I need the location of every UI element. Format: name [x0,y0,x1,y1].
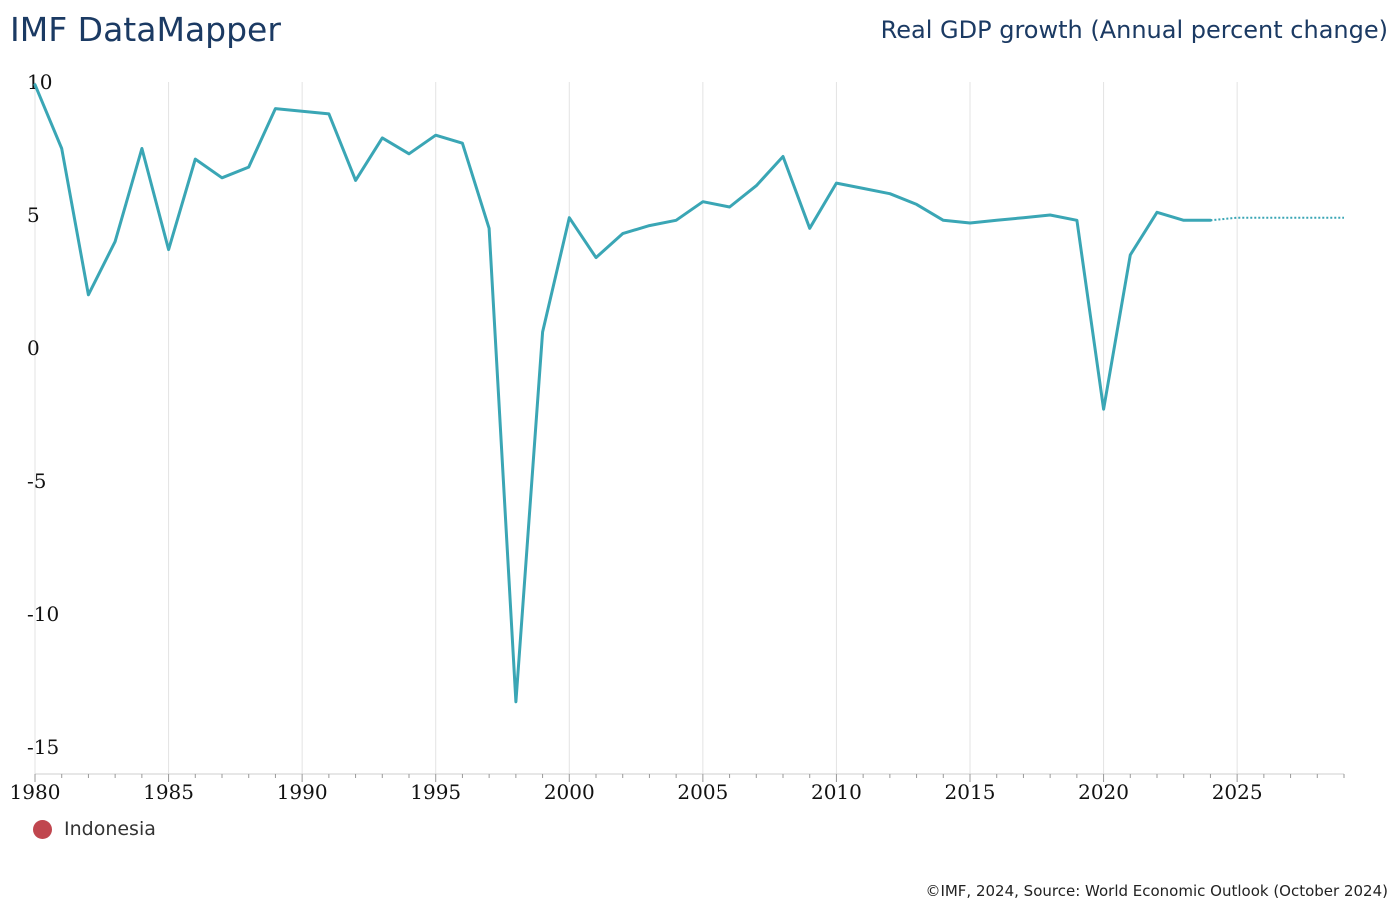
legend-marker [33,819,52,839]
x-tick-label-1990: 1990 [277,780,328,804]
x-tick-label-2025: 2025 [1212,780,1263,804]
x-tick-label-2015: 2015 [945,780,996,804]
x-tick-label-1980: 1980 [10,780,61,804]
chart-title: Real GDP growth (Annual percent change) [880,16,1388,44]
x-tick-label-2005: 2005 [677,780,728,804]
series-line-indonesia [33,83,1212,704]
y-tick-label--5: -5 [27,469,46,493]
x-tick-label-2010: 2010 [811,780,862,804]
y-tick-label--10: -10 [27,602,59,626]
x-tick-label-1985: 1985 [143,780,194,804]
y-tick-label--15: -15 [27,735,59,759]
x-tick-label-2000: 2000 [544,780,595,804]
y-tick-label-0: 0 [27,336,40,360]
brand-title: IMF DataMapper [10,10,281,49]
legend-label: Indonesia [64,818,156,840]
source-credit: ©IMF, 2024, Source: World Economic Outlo… [925,882,1388,900]
y-tick-label-5: 5 [27,203,40,227]
series-line-indonesia-projection [1210,216,1344,222]
x-tick-label-1995: 1995 [410,780,461,804]
x-tick-label-2020: 2020 [1078,780,1129,804]
grid-layer [34,82,1238,774]
legend[interactable]: Indonesia [33,818,156,840]
axis-layer: 1980 1985 1990 1995 2000 2005 2010 2015 2020 2025… [10,70,1345,804]
y-tick-label-10: 10 [27,70,52,94]
series-layer [33,83,1344,704]
